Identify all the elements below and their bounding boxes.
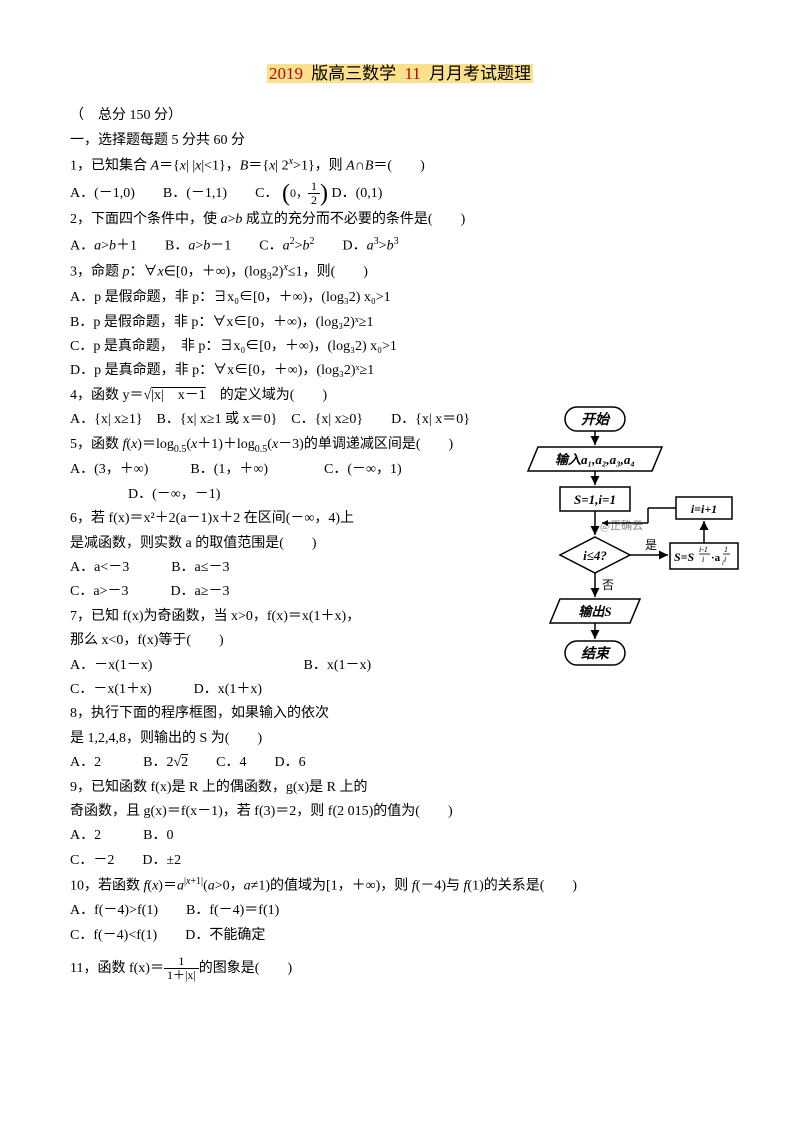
q7-opt-a: A．－x(1－x) — [70, 655, 300, 677]
title-p4: 月月考试题理 — [423, 64, 533, 83]
fc-input: 输入a₁,a₂,a₃,a₄ — [555, 452, 635, 467]
q11-pre: 11，函数 f(x)＝ — [70, 961, 164, 976]
svg-text:·a: ·a — [711, 552, 721, 564]
flowchart-svg: 开始 输入a₁,a₂,a₃,a₄ S=1,i=1 @正确云 i≤4? 是 — [520, 405, 740, 715]
flowchart: 开始 输入a₁,a₂,a₃,a₄ S=1,i=1 @正确云 i≤4? 是 — [520, 405, 740, 715]
svg-text:i-1: i-1 — [699, 545, 708, 554]
fc-cond: i≤4? — [583, 548, 607, 563]
fc-start: 开始 — [581, 411, 611, 428]
q9-l1: 9，已知函数 f(x)是 R 上的偶函数，g(x)是 R 上的 — [70, 777, 730, 799]
svg-text:i: i — [702, 555, 704, 564]
q8-opts-post: C．4 D．6 — [188, 755, 305, 770]
q2-options: A．a>b＋1 B．a>b－1 C．a2>b2 D．a3>b3 — [70, 234, 730, 258]
fc-inc: i=i+1 — [691, 502, 717, 516]
svg-text:1: 1 — [724, 545, 728, 554]
q10-stem: 10，若函数 f(x)＝a|x+1|(a>0，a≠1)的值域为[1，＋∞)，则 … — [70, 874, 730, 898]
title-year: 2019 — [267, 64, 305, 83]
q9-l2: 奇函数，且 g(x)＝f(x－1)，若 f(3)＝2，则 f(2 015)的值为… — [70, 801, 730, 823]
q1-optc-frac: 0， — [290, 187, 308, 200]
svg-text:S=S: S=S — [674, 550, 695, 564]
q1-stem: 1，已知集合 A＝{x| |x|<1}，B＝{x| 2x>1}，则 A∩B＝( … — [70, 154, 730, 178]
title-month: 11 — [402, 64, 422, 83]
title-p2: 版高三数学 — [305, 64, 403, 83]
q4-root: |x| x－1 — [151, 388, 206, 403]
q10-opts-l2: C．f(－4)<f(1) D．不能确定 — [70, 925, 730, 947]
q8-options: A．2 B．2√2 C．4 D．6 — [70, 752, 730, 774]
q1-options: A．(－1,0) B．(－1,1) C． (0，12) D．(0,1) — [70, 180, 730, 207]
q3-opt-b: B．p 是假命题，非 p：∀x∈[0，＋∞)，(log₃2)ˣ≥1 — [70, 312, 730, 334]
q11-post: 的图象是( ) — [199, 961, 292, 976]
fc-output: 输出S — [578, 604, 611, 619]
fc-init: S=1,i=1 — [574, 492, 616, 507]
q4-post: 的定义域为( ) — [206, 388, 327, 403]
svg-text:i: i — [724, 555, 726, 564]
svg-text:i: i — [722, 559, 724, 567]
q3-opt-a: A．p 是假命题，非 p：∃x₀∈[0，＋∞)，(log₃2) x₀>1 — [70, 287, 730, 309]
q11-stem: 11，函数 f(x)＝11＋|x|的图象是( ) — [70, 955, 730, 982]
q1-opt-ab: A．(－1,0) B．(－1,1) C． — [70, 186, 278, 201]
q7-opt-b: B．x(1－x) — [304, 658, 372, 673]
fc-end: 结束 — [581, 645, 611, 662]
q3-opt-d: D．p 是真命题，非 p：∀x∈[0，＋∞)，(log₃2)ˣ≥1 — [70, 360, 730, 382]
q10-opts-l1: A．f(－4)>f(1) B．f(－4)＝f(1) — [70, 900, 730, 922]
q2-stem: 2，下面四个条件中，使 a>b 成立的充分而不必要的条件是( ) — [70, 209, 730, 231]
q9-opts-l1: A．2 B．0 — [70, 825, 730, 847]
q3-opt-c: C．p 是真命题， 非 p：∃x₀∈[0，＋∞)，(log₃2) x₀>1 — [70, 336, 730, 358]
q8-opts-pre: A．2 B．2 — [70, 755, 173, 770]
fc-yes: 是 — [645, 538, 657, 552]
q11-num: 1 — [164, 955, 199, 969]
page-title: 2019 版高三数学 11 月月考试题理 — [70, 60, 730, 87]
q3-stem: 3，命题 p：∀x∈[0，＋∞)，(log32)x≤1，则( ) — [70, 260, 730, 285]
total-score: （ 总分 150 分） — [70, 105, 730, 127]
q8-l2: 是 1,2,4,8，则输出的 S 为( ) — [70, 728, 730, 750]
q4-pre: 4，函数 y＝ — [70, 388, 144, 403]
q11-den: 1＋|x| — [164, 969, 199, 982]
fc-no: 否 — [602, 578, 614, 592]
q9-opts-l2: C．－2 D．±2 — [70, 850, 730, 872]
q4-stem: 4，函数 y＝√|x| x－1 的定义域为( ) — [70, 385, 730, 407]
q1-opt-d: D．(0,1) — [331, 186, 382, 201]
section-1-header: 一，选择题每题 5 分共 60 分 — [70, 130, 730, 152]
